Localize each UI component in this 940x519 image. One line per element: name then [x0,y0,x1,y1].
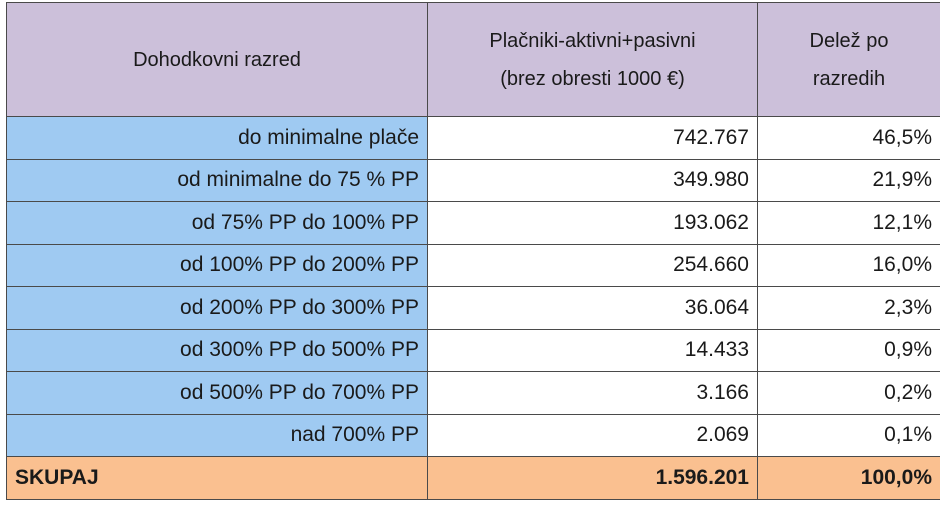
header-text: (brez obresti 1000 €) [500,67,685,90]
header-text: Plačniki-aktivni+pasivni [489,29,696,52]
data-cell: od 300% PP do 500% PP [6,328,428,372]
data-cell: 16,0% [757,243,940,287]
data-cell: od minimalne do 75 % PP [6,158,428,202]
data-row: nad 700% PP 2.069 0,1% [6,413,940,457]
data-cell: do minimalne plače [6,116,428,160]
data-cell: 0,2% [757,371,940,415]
data-cell: nad 700% PP [6,413,428,457]
total-row: SKUPAJ 1.596.201 100,0% [6,456,940,500]
data-row: od 200% PP do 300% PP 36.064 2,3% [6,286,940,330]
data-cell: 12,1% [757,201,940,245]
data-cell: 254.660 [427,243,758,287]
data-cell: od 75% PP do 100% PP [6,201,428,245]
data-row: od 300% PP do 500% PP 14.433 0,9% [6,328,940,372]
data-cell: 21,9% [757,158,940,202]
data-row: od 100% PP do 200% PP 254.660 16,0% [6,243,940,287]
header-cell: Delež po razredih [757,2,940,117]
header-text: Dohodkovni razred [133,48,301,71]
data-cell: 0,1% [757,413,940,457]
data-row: od 75% PP do 100% PP 193.062 12,1% [6,201,940,245]
data-cell: 36.064 [427,286,758,330]
data-cell: 193.062 [427,201,758,245]
data-cell: 742.767 [427,116,758,160]
income-table: Dohodkovni razred Plačniki-aktivni+pasivn… [6,2,940,500]
data-cell: 0,9% [757,328,940,372]
data-cell: od 500% PP do 700% PP [6,371,428,415]
data-cell: 3.166 [427,371,758,415]
data-cell: 2.069 [427,413,758,457]
data-cell: 2,3% [757,286,940,330]
data-cell: 46,5% [757,116,940,160]
header-cell: Dohodkovni razred [6,2,428,117]
data-cell: 14.433 [427,328,758,372]
total-cell: SKUPAJ [6,456,428,500]
data-row: do minimalne plače 742.767 46,5% [6,116,940,160]
data-row: od 500% PP do 700% PP 3.166 0,2% [6,371,940,415]
total-cell: 1.596.201 [427,456,758,500]
header-row: Dohodkovni razred Plačniki-aktivni+pasivn… [6,2,940,117]
data-cell: od 200% PP do 300% PP [6,286,428,330]
header-cell: Plačniki-aktivni+pasivni (brez obresti 10… [427,2,758,117]
header-text: Delež po [809,29,889,52]
header-text: razredih [812,67,886,90]
data-cell: od 100% PP do 200% PP [6,243,428,287]
data-cell: 349.980 [427,158,758,202]
table-body: Dohodkovni razred Plačniki-aktivni+pasivn… [6,2,940,500]
data-row: od minimalne do 75 % PP 349.980 21,9% [6,158,940,202]
total-cell: 100,0% [757,456,940,500]
